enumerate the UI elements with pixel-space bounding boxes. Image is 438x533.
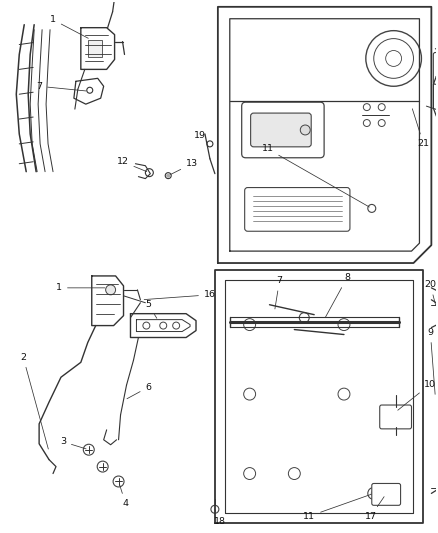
Circle shape <box>300 125 310 135</box>
Circle shape <box>299 313 309 322</box>
Circle shape <box>165 173 171 179</box>
Text: 11: 11 <box>261 144 369 207</box>
Circle shape <box>364 103 370 111</box>
Circle shape <box>378 103 385 111</box>
Circle shape <box>338 388 350 400</box>
FancyBboxPatch shape <box>380 405 411 429</box>
Circle shape <box>83 444 94 455</box>
Circle shape <box>371 491 376 496</box>
Circle shape <box>145 168 153 176</box>
Text: 16: 16 <box>144 290 216 300</box>
Circle shape <box>167 174 170 177</box>
Circle shape <box>211 505 219 513</box>
FancyBboxPatch shape <box>433 53 438 84</box>
Text: 9: 9 <box>427 328 435 394</box>
Text: 1: 1 <box>50 15 88 38</box>
Text: 18: 18 <box>214 510 226 526</box>
Text: 8: 8 <box>325 273 350 317</box>
Circle shape <box>378 119 385 126</box>
Text: 20: 20 <box>424 280 436 305</box>
Text: 14: 14 <box>0 532 1 533</box>
Text: 21: 21 <box>412 109 429 148</box>
Text: 11: 11 <box>303 494 371 521</box>
Circle shape <box>364 119 370 126</box>
Text: 6: 6 <box>0 532 1 533</box>
Circle shape <box>338 319 350 330</box>
FancyBboxPatch shape <box>372 483 401 505</box>
Circle shape <box>106 285 116 295</box>
Text: 15: 15 <box>0 532 1 533</box>
Text: 4: 4 <box>120 484 128 508</box>
Circle shape <box>368 488 380 499</box>
Text: 17: 17 <box>365 497 384 521</box>
Circle shape <box>143 322 150 329</box>
Text: 13: 13 <box>171 159 198 174</box>
Circle shape <box>368 205 376 212</box>
Text: 19: 19 <box>194 132 208 147</box>
Text: 2: 2 <box>20 353 48 449</box>
Text: 12: 12 <box>117 157 147 172</box>
Circle shape <box>87 87 93 93</box>
Circle shape <box>244 467 256 480</box>
Circle shape <box>244 388 256 400</box>
Text: 7: 7 <box>275 277 283 309</box>
Text: 7: 7 <box>36 82 86 91</box>
Circle shape <box>207 141 213 147</box>
Circle shape <box>244 319 256 330</box>
Text: 5: 5 <box>145 300 157 318</box>
FancyBboxPatch shape <box>88 39 102 58</box>
Text: 1: 1 <box>56 284 105 292</box>
Text: 3: 3 <box>60 437 86 449</box>
Circle shape <box>288 467 300 480</box>
Circle shape <box>173 322 180 329</box>
Circle shape <box>160 322 167 329</box>
Text: 10: 10 <box>398 379 436 410</box>
Circle shape <box>113 476 124 487</box>
Text: 6: 6 <box>127 383 152 399</box>
FancyBboxPatch shape <box>251 113 311 147</box>
Circle shape <box>97 461 108 472</box>
